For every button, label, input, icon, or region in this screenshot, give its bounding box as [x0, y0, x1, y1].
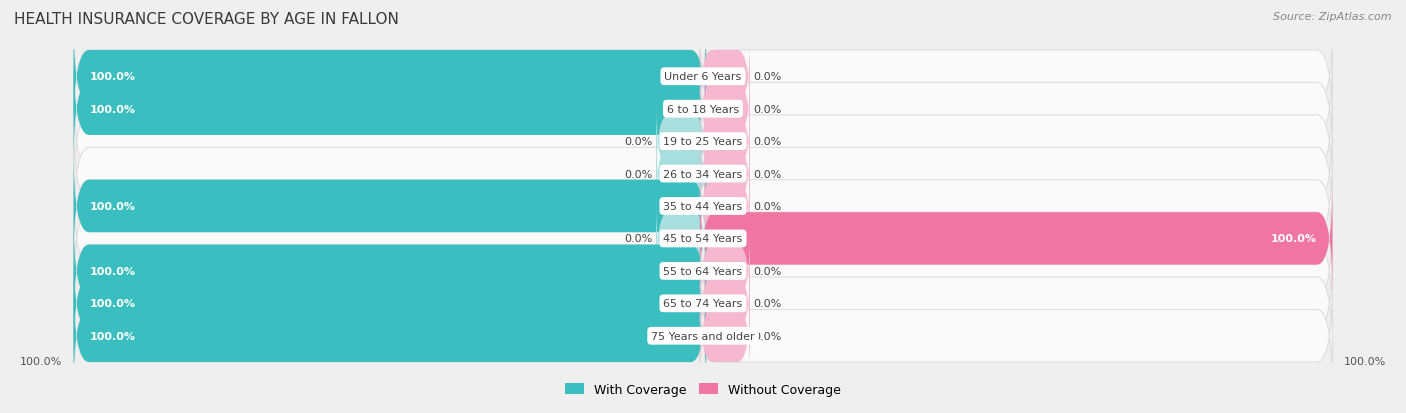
FancyBboxPatch shape [657, 135, 706, 213]
FancyBboxPatch shape [700, 71, 749, 148]
FancyBboxPatch shape [700, 297, 749, 375]
FancyBboxPatch shape [700, 103, 749, 180]
Text: 100.0%: 100.0% [89, 104, 135, 114]
Text: HEALTH INSURANCE COVERAGE BY AGE IN FALLON: HEALTH INSURANCE COVERAGE BY AGE IN FALL… [14, 12, 399, 27]
FancyBboxPatch shape [73, 55, 706, 164]
FancyBboxPatch shape [73, 249, 706, 358]
FancyBboxPatch shape [73, 152, 706, 261]
Text: 0.0%: 0.0% [624, 234, 652, 244]
FancyBboxPatch shape [700, 265, 749, 342]
Text: 45 to 54 Years: 45 to 54 Years [664, 234, 742, 244]
Text: 26 to 34 Years: 26 to 34 Years [664, 169, 742, 179]
Text: 100.0%: 100.0% [89, 331, 135, 341]
Text: 35 to 44 Years: 35 to 44 Years [664, 202, 742, 211]
Text: Under 6 Years: Under 6 Years [665, 72, 741, 82]
Text: 19 to 25 Years: 19 to 25 Years [664, 137, 742, 147]
FancyBboxPatch shape [73, 87, 706, 197]
FancyBboxPatch shape [700, 22, 1333, 132]
Text: Source: ZipAtlas.com: Source: ZipAtlas.com [1274, 12, 1392, 22]
Text: 0.0%: 0.0% [624, 169, 652, 179]
Text: 100.0%: 100.0% [89, 202, 135, 211]
FancyBboxPatch shape [73, 22, 706, 132]
Text: 100.0%: 100.0% [89, 266, 135, 276]
FancyBboxPatch shape [700, 249, 1333, 358]
FancyBboxPatch shape [657, 103, 706, 180]
FancyBboxPatch shape [73, 281, 706, 391]
FancyBboxPatch shape [700, 216, 1333, 326]
Text: 6 to 18 Years: 6 to 18 Years [666, 104, 740, 114]
Text: 55 to 64 Years: 55 to 64 Years [664, 266, 742, 276]
FancyBboxPatch shape [700, 184, 1333, 294]
FancyBboxPatch shape [73, 281, 706, 391]
FancyBboxPatch shape [73, 152, 706, 261]
FancyBboxPatch shape [73, 119, 706, 229]
Text: 100.0%: 100.0% [1271, 234, 1317, 244]
Text: 0.0%: 0.0% [754, 331, 782, 341]
Text: 0.0%: 0.0% [754, 137, 782, 147]
FancyBboxPatch shape [73, 216, 706, 326]
Text: 0.0%: 0.0% [624, 137, 652, 147]
FancyBboxPatch shape [700, 55, 1333, 164]
Text: 65 to 74 Years: 65 to 74 Years [664, 299, 742, 309]
FancyBboxPatch shape [700, 152, 1333, 261]
FancyBboxPatch shape [657, 200, 706, 278]
Text: 0.0%: 0.0% [754, 104, 782, 114]
Text: 0.0%: 0.0% [754, 72, 782, 82]
FancyBboxPatch shape [700, 281, 1333, 391]
Text: 0.0%: 0.0% [754, 169, 782, 179]
FancyBboxPatch shape [73, 216, 706, 326]
FancyBboxPatch shape [700, 168, 749, 245]
Text: 100.0%: 100.0% [1343, 356, 1386, 366]
Legend: With Coverage, Without Coverage: With Coverage, Without Coverage [561, 378, 845, 401]
Text: 0.0%: 0.0% [754, 202, 782, 211]
FancyBboxPatch shape [73, 22, 706, 132]
FancyBboxPatch shape [73, 249, 706, 358]
FancyBboxPatch shape [700, 135, 749, 213]
FancyBboxPatch shape [700, 87, 1333, 197]
FancyBboxPatch shape [73, 184, 706, 294]
Text: 100.0%: 100.0% [89, 72, 135, 82]
FancyBboxPatch shape [700, 119, 1333, 229]
Text: 0.0%: 0.0% [754, 266, 782, 276]
FancyBboxPatch shape [700, 38, 749, 116]
Text: 0.0%: 0.0% [754, 299, 782, 309]
Text: 100.0%: 100.0% [89, 299, 135, 309]
Text: 100.0%: 100.0% [20, 356, 63, 366]
FancyBboxPatch shape [700, 233, 749, 310]
Text: 75 Years and older: 75 Years and older [651, 331, 755, 341]
FancyBboxPatch shape [73, 55, 706, 164]
FancyBboxPatch shape [700, 184, 1333, 294]
